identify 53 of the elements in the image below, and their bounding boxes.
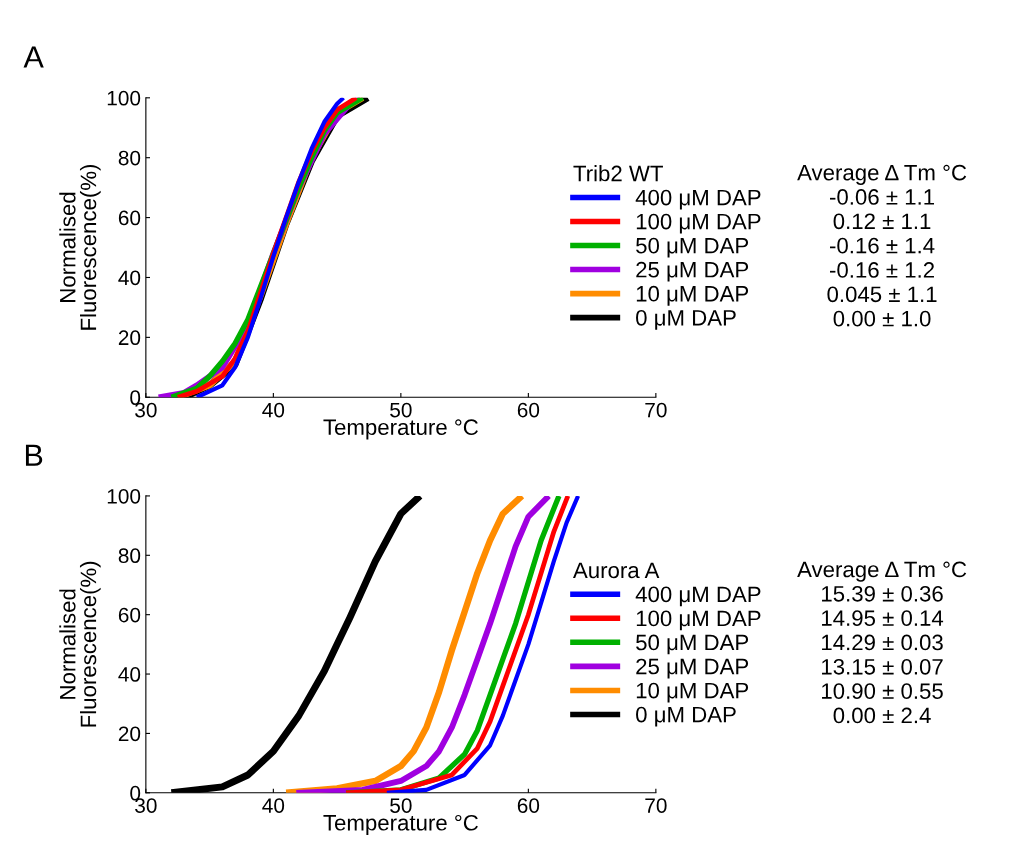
text: 15.39 ± 0.36: [822, 585, 943, 602]
x-tick-label: 40: [262, 798, 285, 813]
text: Average Δ Tm °C: [797, 164, 967, 185]
legend-label: 25 μM DAP: [636, 658, 749, 679]
y-tick-label: 80: [118, 548, 141, 564]
legend-label: 50 μM DAP: [636, 237, 749, 258]
line-series: [194, 97, 346, 398]
legend-label: 0 μM DAP: [636, 309, 736, 330]
y-tick-label: 60: [118, 607, 141, 623]
legend-label: 50 μM DAP: [636, 634, 749, 655]
y-axis-title: Normalised Fluorescence(%): [59, 561, 101, 727]
legend-label: 0 μM DAP: [636, 706, 736, 727]
x-tick-label: 70: [645, 798, 667, 813]
chart-title: B: [25, 444, 43, 466]
text: 14.95 ± 0.14: [822, 610, 944, 626]
x-tick-label: 50: [390, 798, 412, 813]
text: 0.12 ± 1.1: [833, 213, 931, 230]
legend-label: 25 μM DAP: [636, 261, 749, 282]
legend-label: 400 μM DAP: [635, 189, 761, 210]
x-tick-label: 40: [262, 402, 285, 418]
x-axis-title: Temperature °C: [323, 814, 478, 836]
text: 0.045 ± 1.1: [827, 286, 937, 303]
text: 13.15 ± 0.07: [822, 658, 943, 675]
chart-title: A: [23, 46, 44, 68]
text: -0.16 ± 1.2: [829, 262, 934, 278]
x-tick-label: 60: [517, 798, 540, 813]
y-tick-label: 80: [118, 150, 141, 166]
x-axis-title: Temperature °C: [323, 419, 478, 440]
text: -0.06 ± 1.1: [829, 189, 935, 205]
y-tick-label: 40: [118, 667, 141, 682]
y-tick-label: 40: [118, 270, 141, 286]
y-tick-label: 60: [118, 210, 141, 226]
text: 0.00 ± 1.0: [833, 310, 931, 327]
legend-title: Trib2 WT: [573, 165, 663, 182]
x-tick-label: 60: [517, 402, 540, 418]
text: 14.29 ± 0.03: [822, 634, 943, 651]
legend-label: 400 μM DAP: [635, 586, 761, 607]
text: Average Δ Tm °C: [797, 561, 967, 582]
y-tick-label: 20: [118, 726, 141, 742]
y-tick-label: 100: [107, 90, 141, 106]
x-tick-label: 70: [645, 402, 667, 418]
text: -0.16 ± 1.4: [829, 237, 935, 254]
x-tick-label: 50: [390, 402, 412, 418]
y-tick-label: 100: [107, 488, 141, 504]
y-axis-title: Normalised Fluorescence(%): [59, 164, 101, 330]
legend-label: 100 μM DAP: [636, 610, 761, 631]
legend-label: 10 μM DAP: [636, 285, 749, 306]
y-tick-label: 20: [118, 330, 141, 346]
legend-label: 10 μM DAP: [636, 682, 749, 703]
legend-title: Aurora A: [572, 562, 660, 579]
legend-label: 100 μM DAP: [636, 213, 761, 234]
text: 10.90 ± 0.55: [822, 683, 943, 699]
text: 0.00 ± 2.4: [833, 707, 931, 724]
